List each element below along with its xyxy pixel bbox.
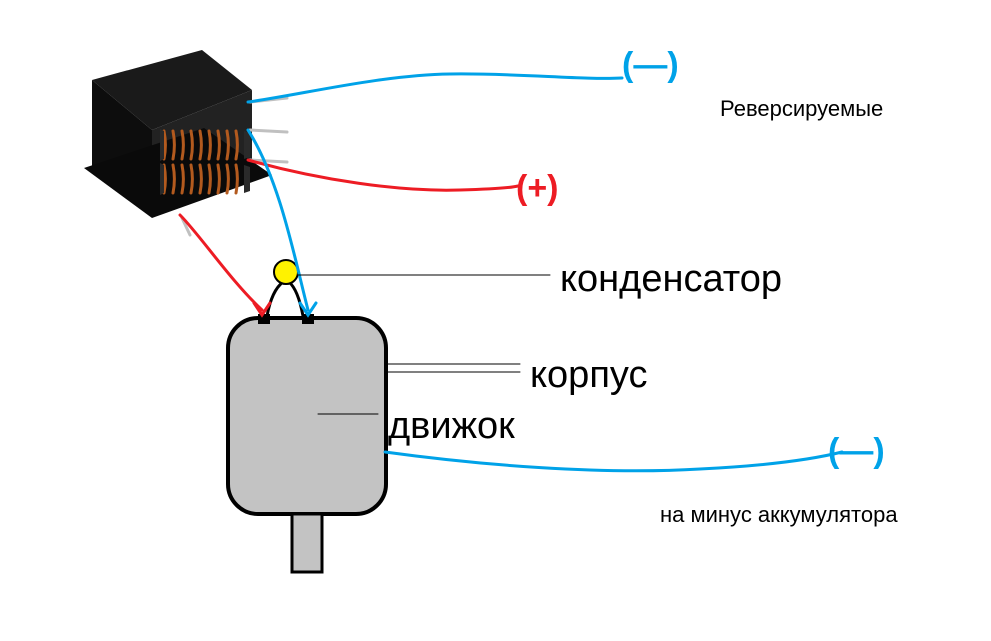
plus-symbol: (+) — [516, 169, 559, 207]
capacitor-lead — [289, 282, 303, 316]
label-capacitor: конденсатор — [560, 258, 782, 301]
capacitor-icon — [274, 260, 298, 284]
wire-red-to-terminal — [180, 215, 270, 315]
choke-component — [84, 50, 287, 235]
motor-body — [228, 318, 386, 514]
minus-symbol-bottom: (—) — [828, 432, 885, 470]
label-reversible: Реверсируемые — [720, 96, 883, 122]
wire-blue-top — [248, 74, 622, 102]
label-body: корпус — [530, 354, 647, 397]
label-battery-minus: на минус аккумулятора — [660, 502, 898, 528]
wire-blue-to-terminal — [248, 130, 316, 315]
minus-symbol-top: (—) — [622, 46, 679, 84]
motor-shaft — [292, 514, 322, 572]
motor-terminal-left — [258, 314, 270, 324]
wire-red-top — [248, 160, 518, 190]
motor-terminal-right — [302, 314, 314, 324]
pointer-body — [388, 364, 520, 372]
capacitor-lead — [267, 282, 283, 316]
label-motor: движок — [388, 405, 515, 448]
wire-blue-bottom — [385, 452, 842, 471]
